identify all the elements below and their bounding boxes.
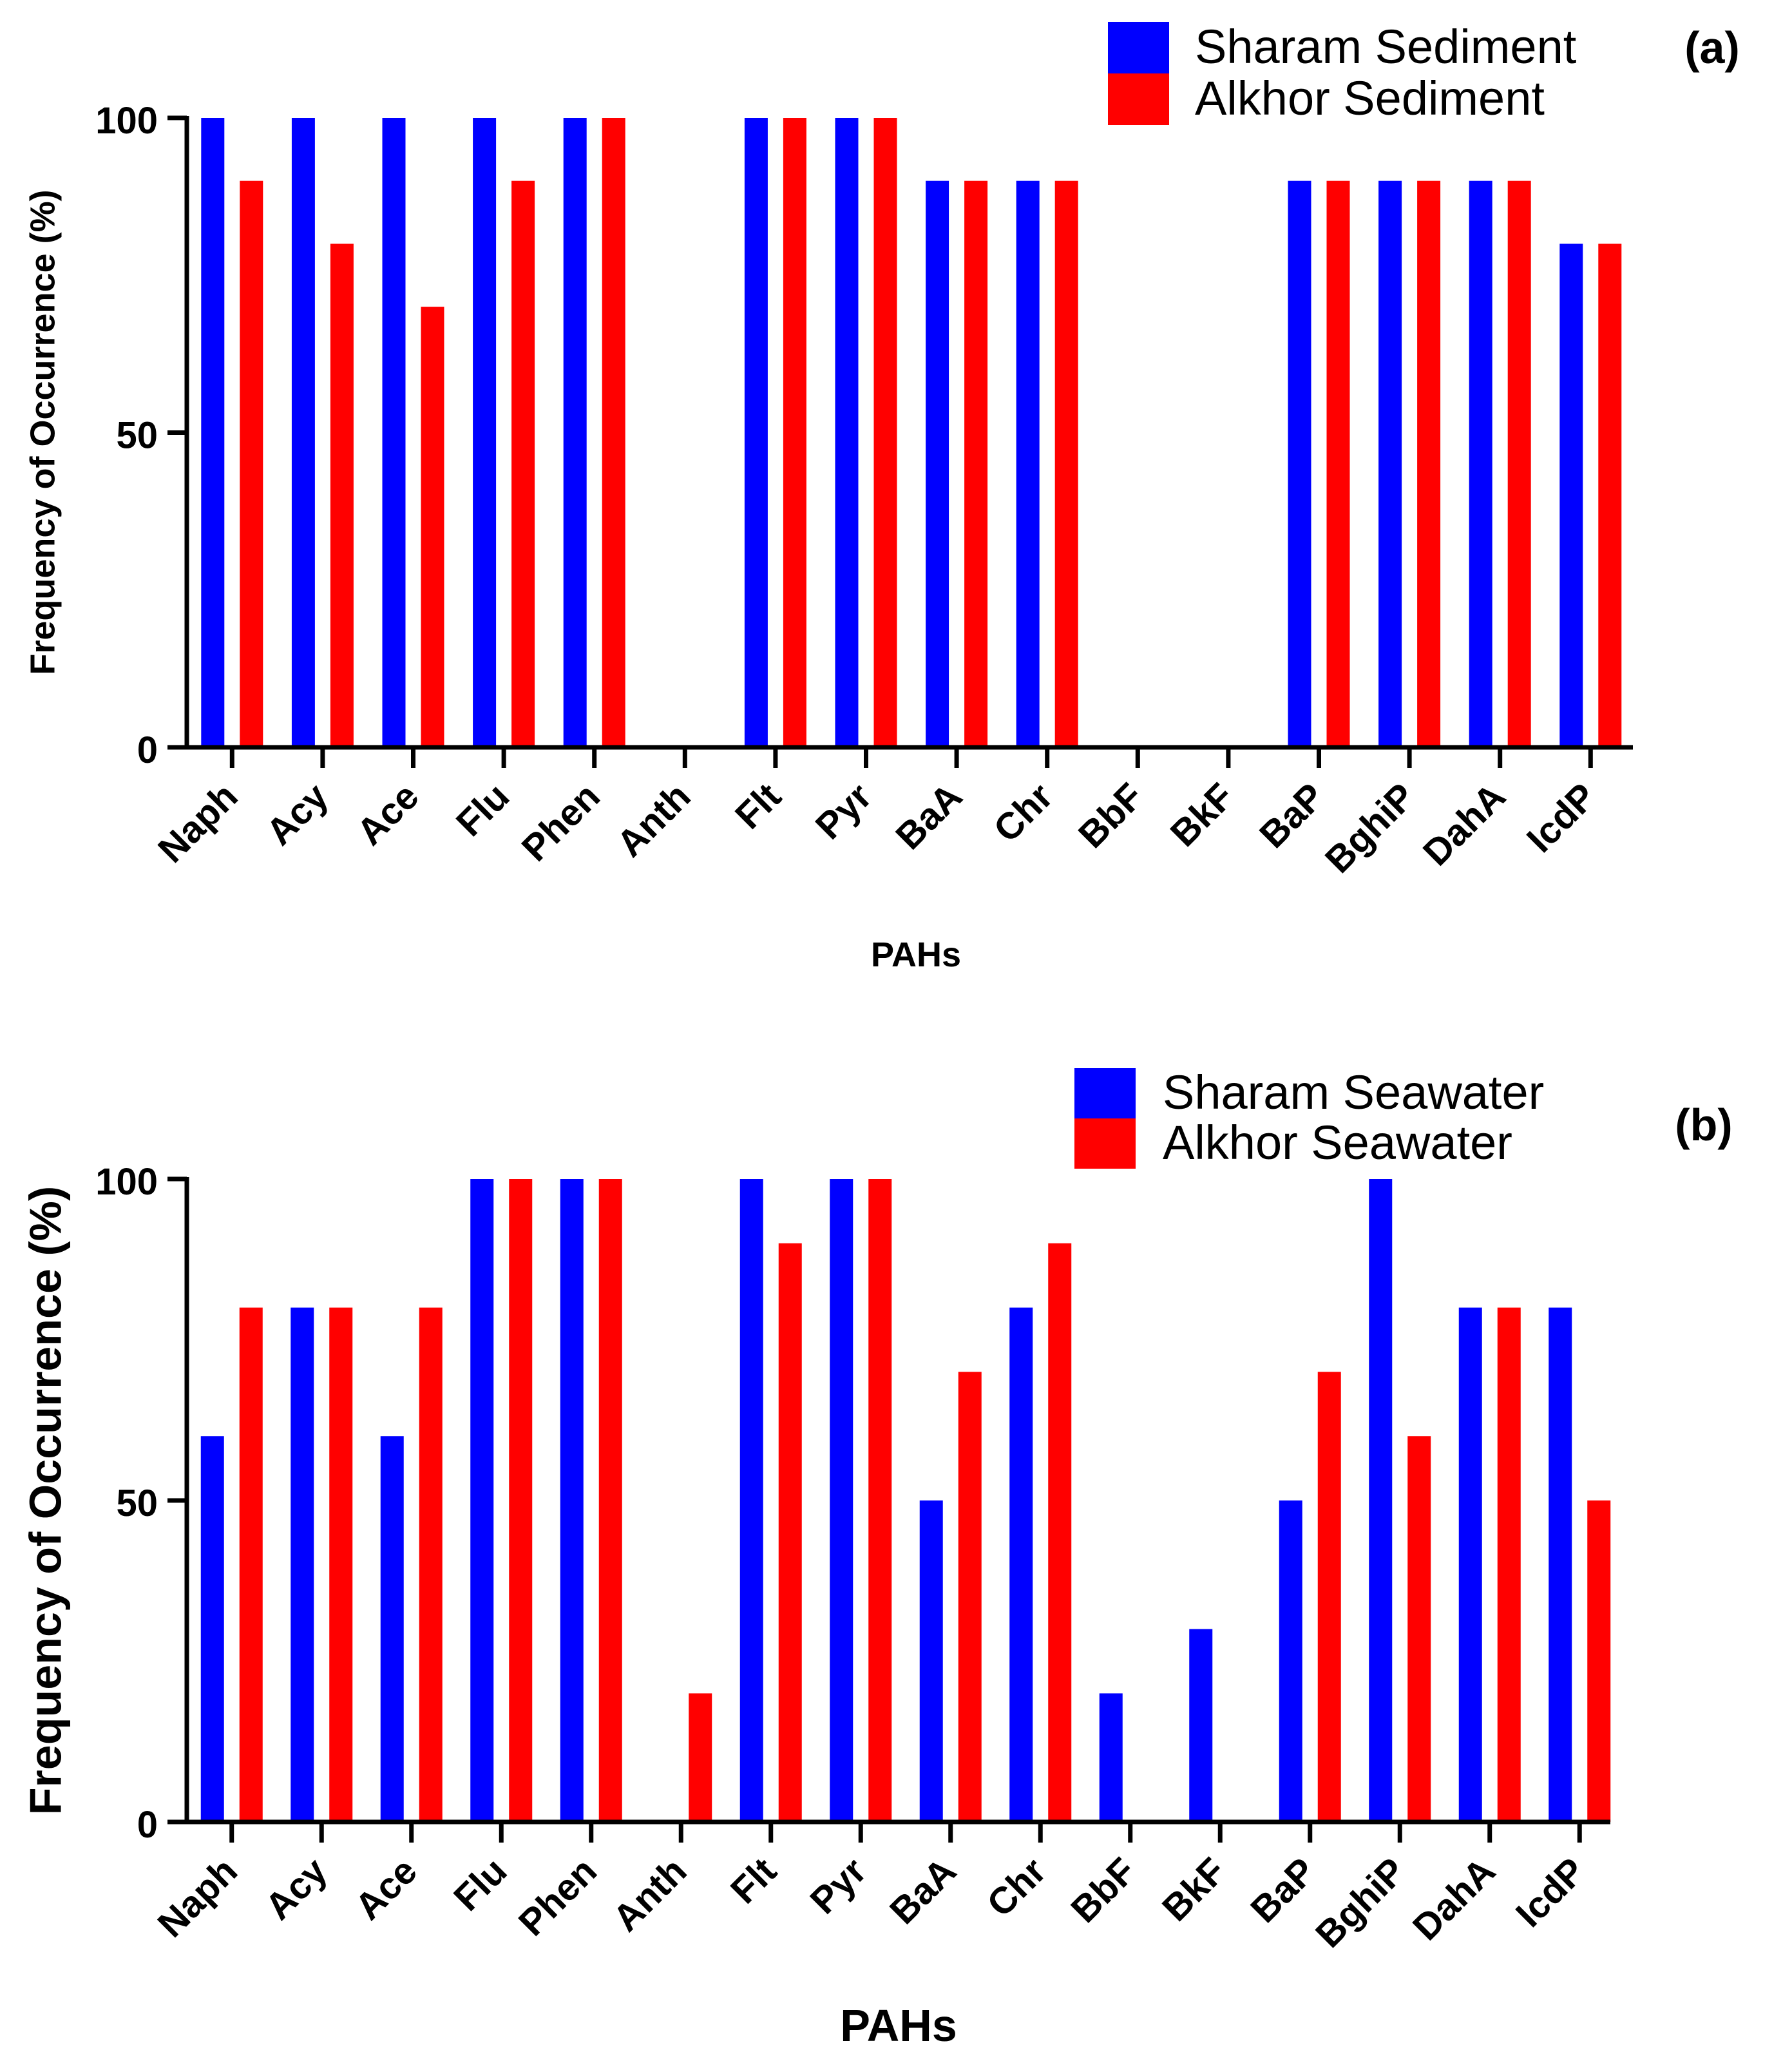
bar-sharam-seawater-chr <box>1009 1307 1033 1822</box>
bar-alkhor-sediment-baa <box>964 180 988 747</box>
y-axis-title: Frequency of Occurrence (%) <box>20 1186 70 1815</box>
legend-swatch-sharam-seawater <box>1074 1068 1136 1118</box>
bar-sharam-seawater-daha <box>1458 1307 1482 1822</box>
bar-alkhor-seawater-daha <box>1497 1307 1521 1822</box>
bar-sharam-sediment-bghip <box>1378 180 1402 747</box>
bar-alkhor-sediment-acy <box>330 244 354 747</box>
bar-sharam-seawater-pyr <box>830 1179 853 1822</box>
bar-sharam-seawater-bbf <box>1099 1693 1123 1822</box>
bar-alkhor-seawater-phen <box>598 1179 622 1822</box>
bar-sharam-seawater-ace <box>380 1436 404 1822</box>
bar-alkhor-sediment-daha <box>1507 180 1531 747</box>
bar-alkhor-seawater-bghip <box>1407 1436 1431 1822</box>
x-axis-title: PAHs <box>840 2000 957 2051</box>
bar-sharam-sediment-ace <box>382 118 406 747</box>
bar-sharam-seawater-bap <box>1279 1500 1302 1822</box>
bar-alkhor-seawater-naph <box>239 1307 263 1822</box>
bar-sharam-sediment-daha <box>1469 180 1492 747</box>
legend-label-alkhor-sediment: Alkhor Sediment <box>1195 72 1545 125</box>
legend-swatch-alkhor-sediment <box>1108 73 1169 125</box>
bar-sharam-seawater-flt <box>739 1179 763 1822</box>
bar-alkhor-seawater-anth <box>689 1693 712 1822</box>
bar-sharam-sediment-acy <box>291 118 315 747</box>
bar-alkhor-seawater-bap <box>1317 1372 1341 1822</box>
bar-sharam-seawater-flu <box>470 1179 494 1822</box>
bar-alkhor-seawater-acy <box>329 1307 353 1822</box>
panel-label: (b) <box>1675 1100 1732 1150</box>
bar-sharam-sediment-icdp <box>1559 244 1583 747</box>
bar-alkhor-seawater-ace <box>419 1307 443 1822</box>
legend-label-sharam-sediment: Sharam Sediment <box>1195 20 1577 73</box>
y-tick-label-0: 0 <box>137 729 158 771</box>
bar-sharam-seawater-baa <box>919 1500 943 1822</box>
x-axis-title: PAHs <box>871 935 961 974</box>
panel-label: (a) <box>1684 23 1740 73</box>
bar-sharam-sediment-baa <box>926 180 949 747</box>
bar-alkhor-sediment-ace <box>421 307 444 748</box>
bar-sharam-sediment-chr <box>1016 180 1040 747</box>
bar-alkhor-seawater-chr <box>1048 1243 1072 1822</box>
legend-swatch-alkhor-seawater <box>1074 1118 1136 1169</box>
y-tick-label-50: 50 <box>116 1482 158 1524</box>
bar-sharam-sediment-pyr <box>835 118 859 747</box>
bar-alkhor-seawater-flu <box>509 1179 533 1822</box>
bar-alkhor-sediment-chr <box>1054 180 1078 747</box>
bar-sharam-seawater-phen <box>560 1179 584 1822</box>
y-tick-label-50: 50 <box>116 415 158 457</box>
bar-sharam-sediment-flt <box>744 118 768 747</box>
bar-sharam-seawater-naph <box>200 1436 224 1822</box>
bar-alkhor-sediment-naph <box>240 180 263 747</box>
bar-alkhor-sediment-flt <box>783 118 806 747</box>
bar-alkhor-sediment-phen <box>602 118 625 747</box>
bar-alkhor-sediment-bghip <box>1417 180 1441 747</box>
y-tick-label-0: 0 <box>137 1804 158 1846</box>
bar-alkhor-sediment-icdp <box>1598 244 1622 747</box>
bar-sharam-seawater-bkf <box>1189 1629 1213 1822</box>
bar-alkhor-sediment-pyr <box>873 118 897 747</box>
legend-swatch-sharam-sediment <box>1108 22 1169 73</box>
bar-sharam-sediment-flu <box>473 118 497 747</box>
bar-sharam-sediment-bap <box>1288 180 1311 747</box>
bar-alkhor-seawater-icdp <box>1587 1500 1611 1822</box>
y-tick-label-100: 100 <box>95 100 158 142</box>
bar-alkhor-sediment-flu <box>511 180 535 747</box>
bar-alkhor-seawater-flt <box>778 1243 802 1822</box>
bar-sharam-seawater-bghip <box>1369 1179 1393 1822</box>
bar-sharam-seawater-icdp <box>1549 1307 1572 1822</box>
legend-label-sharam-seawater: Sharam Seawater <box>1163 1066 1544 1119</box>
bar-alkhor-sediment-bap <box>1326 180 1350 747</box>
y-tick-label-100: 100 <box>95 1161 158 1203</box>
bar-alkhor-seawater-baa <box>958 1372 982 1822</box>
y-axis-title: Frequency of Occurrence (%) <box>23 189 62 675</box>
bar-sharam-sediment-phen <box>563 118 587 747</box>
legend-label-alkhor-seawater: Alkhor Seawater <box>1163 1116 1512 1169</box>
bar-alkhor-seawater-pyr <box>868 1179 892 1822</box>
bar-sharam-seawater-acy <box>291 1307 314 1822</box>
bar-sharam-sediment-naph <box>201 118 225 747</box>
